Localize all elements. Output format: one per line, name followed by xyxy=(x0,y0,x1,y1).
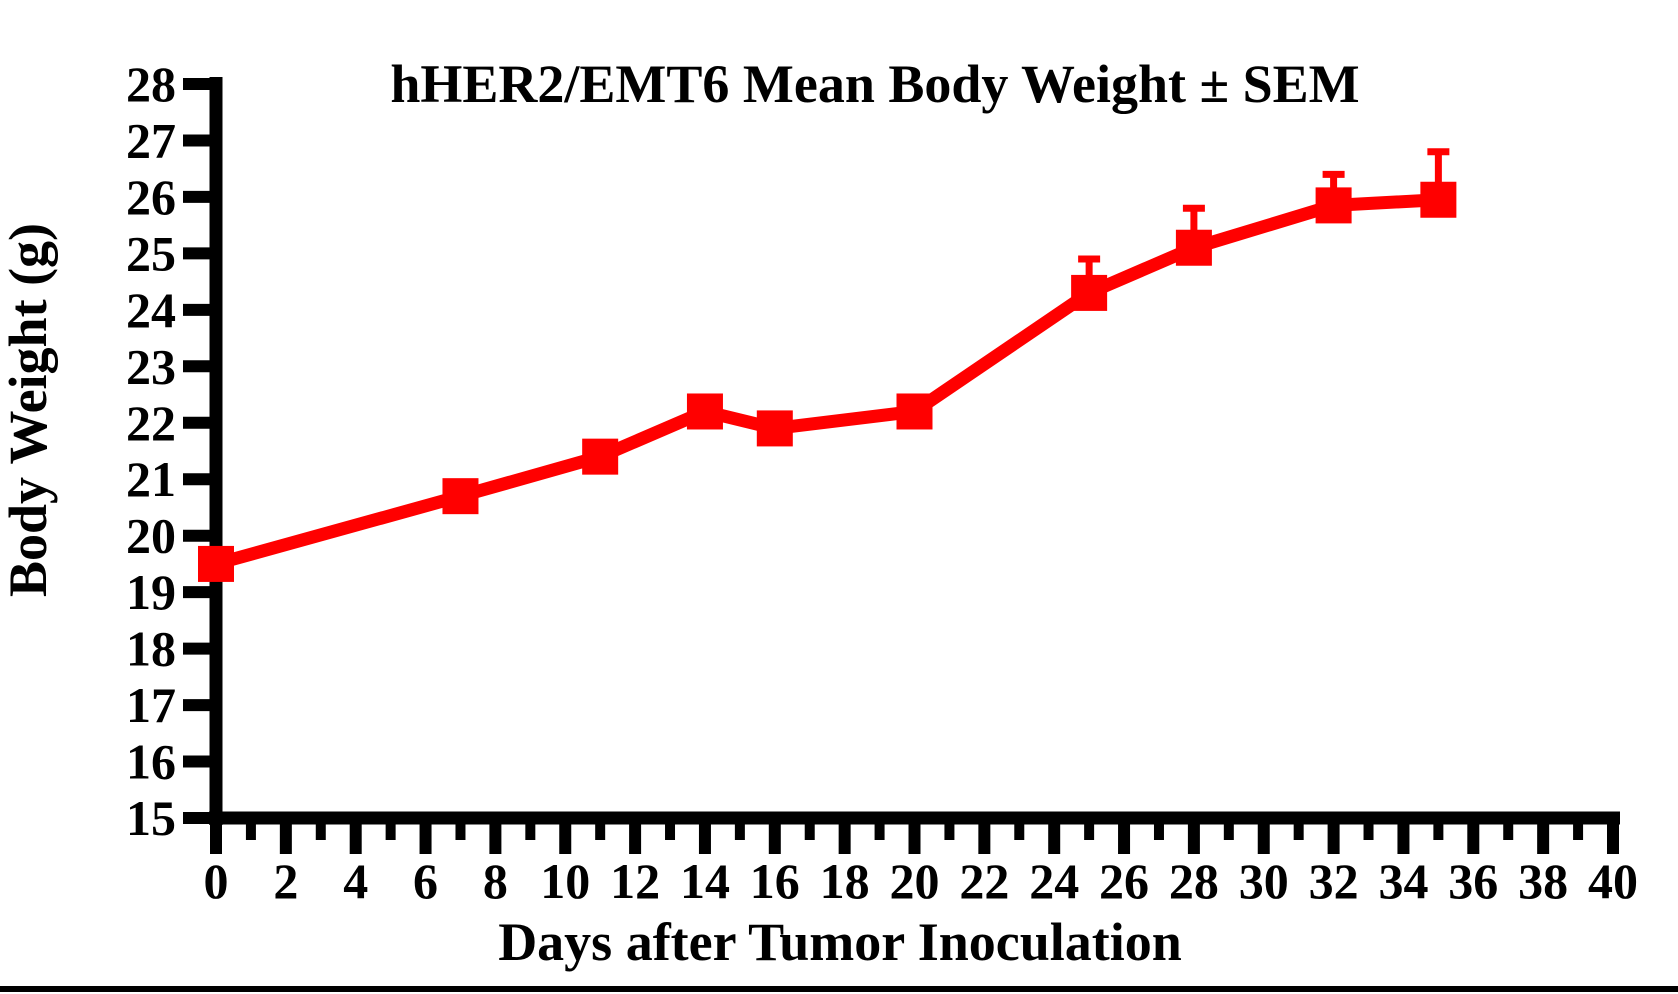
x-tick-label: 30 xyxy=(1239,853,1289,909)
y-tick-label: 24 xyxy=(126,282,176,338)
x-tick-label: 34 xyxy=(1378,853,1428,909)
x-tick-label: 8 xyxy=(483,853,508,909)
y-tick-label: 25 xyxy=(126,225,176,281)
y-tick-label: 23 xyxy=(126,338,176,394)
x-tick-label: 14 xyxy=(680,853,730,909)
data-point-marker xyxy=(442,478,479,515)
x-tick-label: 20 xyxy=(890,853,940,909)
series-line xyxy=(209,193,1445,571)
data-point-marker xyxy=(686,393,723,430)
x-tick-label: 28 xyxy=(1169,853,1219,909)
y-tick-label: 15 xyxy=(126,790,176,846)
data-point-marker xyxy=(1315,187,1352,224)
x-tick-label: 16 xyxy=(750,853,800,909)
y-tick-label: 20 xyxy=(126,508,176,564)
x-tick-label: 12 xyxy=(610,853,660,909)
x-tick-label: 24 xyxy=(1029,853,1079,909)
y-tick-label: 21 xyxy=(126,451,176,507)
chart-title: hHER2/EMT6 Mean Body Weight ± SEM xyxy=(390,54,1359,114)
x-tick-label: 40 xyxy=(1588,853,1638,909)
y-axis-title: Body Weight (g) xyxy=(0,223,58,597)
x-tick-label: 2 xyxy=(273,853,298,909)
x-tick-label: 0 xyxy=(204,853,229,909)
y-tick-label: 27 xyxy=(126,112,176,168)
y-tick-label: 22 xyxy=(126,395,176,451)
x-axis-title: Days after Tumor Inoculation xyxy=(498,912,1182,972)
data-point-marker xyxy=(198,545,234,582)
data-point-marker xyxy=(1420,181,1457,218)
y-tick-label: 19 xyxy=(126,564,176,620)
x-tick-label: 4 xyxy=(343,853,368,909)
data-point-marker xyxy=(1071,274,1108,311)
y-tick-label: 18 xyxy=(126,621,176,677)
y-tick-label: 16 xyxy=(126,734,176,790)
x-tick-label: 22 xyxy=(959,853,1009,909)
x-tick-label: 32 xyxy=(1309,853,1359,909)
x-tick-label: 10 xyxy=(540,853,590,909)
data-point-marker xyxy=(896,393,933,430)
data-point-marker xyxy=(1175,229,1212,266)
data-point-marker xyxy=(756,410,793,447)
x-tick-label: 6 xyxy=(413,853,438,909)
y-tick-label: 28 xyxy=(126,56,176,112)
x-tick-label: 36 xyxy=(1448,853,1498,909)
x-tick-label: 18 xyxy=(820,853,870,909)
y-tick-label: 17 xyxy=(126,677,176,733)
y-tick-label: 26 xyxy=(126,169,176,225)
x-tick-label: 26 xyxy=(1099,853,1149,909)
x-tick-label: 38 xyxy=(1518,853,1568,909)
data-point-marker xyxy=(582,438,619,475)
bottom-border-line xyxy=(0,986,1678,992)
